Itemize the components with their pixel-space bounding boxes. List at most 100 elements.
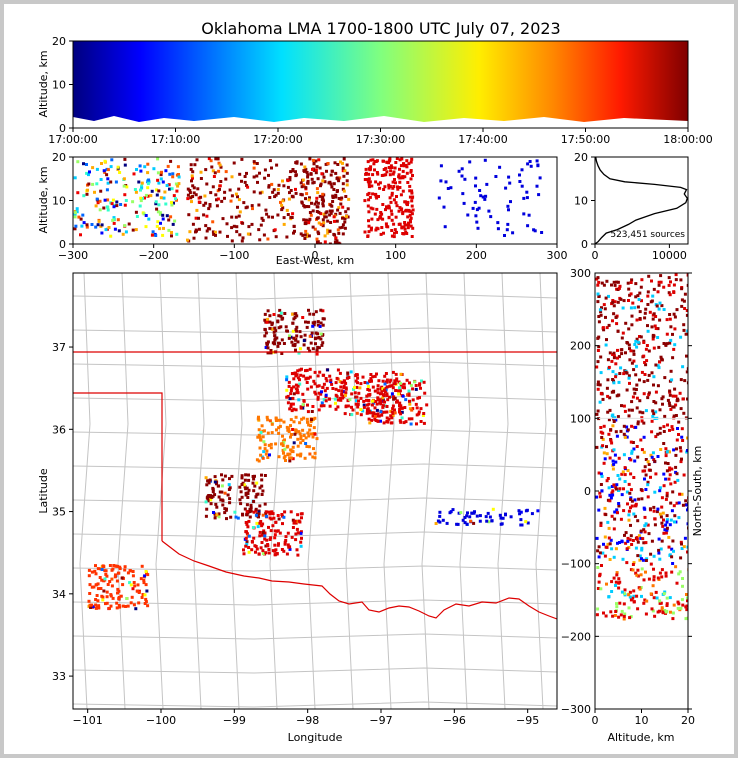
map-source-point [104,602,107,606]
ns-source-point [610,491,614,495]
map-source-point [342,394,346,398]
ew-source-point [366,160,370,164]
ns-source-point [675,447,678,451]
ns-source-point [680,298,684,302]
map-source-point [296,513,300,517]
ns-source-point [639,529,643,533]
map-source-point [365,411,369,415]
ns-source-point [686,367,688,371]
plan-view-frame [72,272,558,710]
map-source-point [357,399,360,403]
ns-source-point [630,361,634,365]
county-boundaries [73,273,557,709]
ew-source-point [140,181,144,185]
map-source-point [273,536,277,540]
map-source-point [327,397,331,401]
lma-figure: Oklahoma LMA 1700-1800 UTC July 07, 2023… [37,19,713,744]
ns-source-point [660,575,664,579]
ew-source-point [134,228,138,232]
ns-source-point [632,352,636,356]
ns-source-point [605,452,609,456]
ew-source-point [391,172,395,176]
ns-source-point [680,492,684,496]
ew-source-point [409,216,413,220]
ns-source-point [677,501,681,505]
ns-source-point [635,536,639,540]
ns-source-point [609,538,613,542]
ew-source-point [192,191,196,195]
ns-source-point [646,329,650,333]
ew-source-point [272,188,276,192]
map-source-point [143,602,147,605]
ew-source-point [395,157,399,160]
time-height-ytick-label: 20 [52,35,66,48]
map-source-point [263,312,267,316]
map-source-point [409,383,413,387]
ew-source-point [143,165,147,169]
ns-source-point [619,297,623,301]
map-source-point [292,377,296,381]
ns-source-point [652,554,656,558]
ew-source-point [146,162,150,166]
ew-source-point [215,204,219,208]
map-source-point [217,512,221,516]
ew-source-point [344,210,348,214]
ns-source-point [645,599,649,603]
ew-xtick-label: 100 [385,249,406,262]
map-source-point [339,385,343,389]
ns-source-point [614,373,618,377]
ns-source-point [631,441,635,444]
ns-source-point [623,466,627,470]
ew-source-point [316,205,320,209]
ns-source-point [636,519,640,523]
map-source-point [312,417,315,421]
map-source-point [274,520,278,524]
map-source-point [234,515,238,519]
ns-source-point [643,469,647,473]
ns-source-point [632,594,636,598]
map-source-point [336,368,340,372]
ns-source-point [664,477,668,481]
ns-source-point [685,313,688,317]
map-source-point [270,321,274,325]
map-source-point [204,514,208,518]
ns-ytick-label: −100 [561,558,591,571]
map-source-point [269,446,273,450]
map-source-point [299,434,303,438]
ew-source-point [208,204,212,208]
ns-source-point [659,515,663,519]
map-source-point [105,574,109,578]
map-source-point [478,519,482,523]
ns-source-point [664,531,668,535]
map-source-point [295,325,299,329]
ew-xtick-label: −300 [58,249,88,262]
map-source-point [302,416,306,420]
ew-source-point [389,169,393,173]
ew-source-point [341,223,345,227]
ew-source-point [151,230,155,234]
ns-source-point [644,307,648,311]
ns-source-point [611,489,615,493]
map-source-point [273,334,277,338]
ew-source-point [342,189,346,193]
ns-source-point [654,327,658,330]
map-source-point [308,312,312,316]
map-source-point [398,401,402,405]
ns-source-point [638,291,642,295]
ew-source-point [301,233,305,237]
ew-source-point [106,177,110,181]
ns-source-point [639,335,643,339]
ns-source-point [618,487,622,491]
map-source-point [300,417,304,421]
ew-source-point [323,180,327,184]
map-source-point [414,384,418,387]
map-source-point [376,398,380,402]
ns-source-point [632,368,636,372]
map-source-point [296,384,300,388]
ew-source-point [471,206,475,210]
ns-source-point [674,465,678,469]
ew-source-point [156,178,160,182]
ns-source-point [643,361,647,364]
ns-source-point [661,395,665,399]
